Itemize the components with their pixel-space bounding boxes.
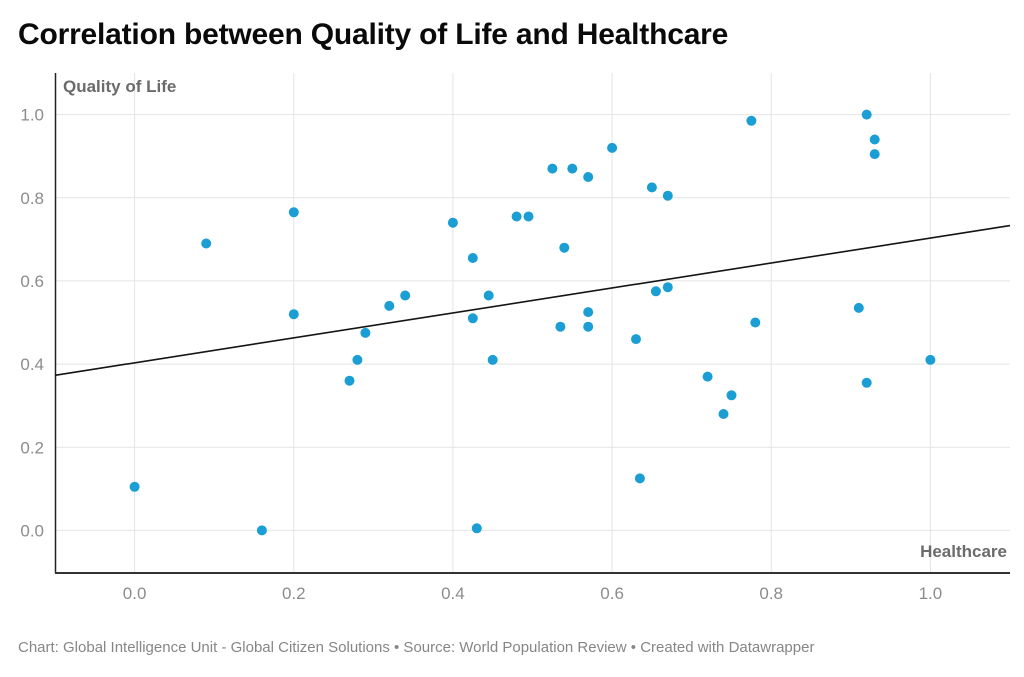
chart-title: Correlation between Quality of Life and … (18, 18, 729, 51)
y-tick-label: 1.0 (20, 106, 44, 125)
data-point[interactable] (471, 523, 482, 534)
data-point[interactable] (634, 473, 645, 484)
data-point[interactable] (583, 172, 594, 182)
data-point[interactable] (344, 375, 355, 386)
data-point[interactable] (467, 253, 478, 263)
data-point[interactable] (662, 282, 673, 293)
data-point[interactable] (547, 163, 558, 174)
x-axis-label: Healthcare (920, 542, 1007, 561)
data-point[interactable] (201, 238, 212, 249)
data-point[interactable] (607, 142, 618, 153)
data-point[interactable] (523, 211, 534, 222)
data-point[interactable] (487, 354, 498, 365)
data-point[interactable] (650, 286, 661, 297)
y-tick-label: 0.6 (20, 272, 44, 291)
data-point[interactable] (256, 525, 267, 536)
x-tick-label: 0.4 (441, 584, 465, 603)
data-point[interactable] (662, 190, 673, 201)
data-point[interactable] (702, 371, 713, 382)
x-tick-label: 0.2 (282, 584, 306, 603)
data-point[interactable] (861, 109, 872, 120)
data-point[interactable] (869, 149, 880, 160)
x-tick-label: 0.0 (123, 584, 147, 603)
data-point[interactable] (583, 321, 594, 332)
data-point[interactable] (750, 317, 761, 328)
data-point[interactable] (726, 390, 737, 401)
data-point[interactable] (384, 300, 395, 311)
y-tick-label: 0.2 (20, 438, 44, 457)
data-point[interactable] (288, 207, 299, 218)
data-point[interactable] (718, 409, 729, 419)
data-point[interactable] (559, 242, 570, 253)
data-point[interactable] (746, 115, 757, 126)
y-axis-label: Quality of Life (63, 77, 177, 96)
data-point[interactable] (352, 354, 363, 365)
data-point[interactable] (360, 327, 371, 338)
y-tick-label: 0.0 (20, 521, 44, 540)
x-tick-label: 1.0 (919, 584, 943, 603)
y-tick-label: 0.4 (20, 355, 44, 374)
data-point[interactable] (631, 334, 641, 345)
data-point[interactable] (483, 290, 494, 301)
data-point[interactable] (583, 307, 594, 318)
data-point[interactable] (869, 134, 880, 145)
data-point[interactable] (853, 302, 864, 313)
y-tick-label: 0.8 (20, 189, 44, 208)
trend-line (54, 224, 1011, 377)
data-point[interactable] (467, 313, 478, 324)
data-point[interactable] (925, 354, 936, 365)
data-point[interactable] (400, 290, 411, 301)
data-point[interactable] (567, 163, 578, 174)
data-point[interactable] (447, 217, 458, 228)
data-point[interactable] (646, 182, 657, 193)
chart-footer: Chart: Global Intelligence Unit - Global… (18, 639, 815, 656)
data-point[interactable] (511, 211, 522, 222)
data-point[interactable] (555, 321, 566, 332)
x-tick-label: 0.6 (600, 584, 624, 603)
data-point[interactable] (288, 309, 299, 320)
data-point[interactable] (129, 481, 140, 492)
scatter-plot: 0.0 0.2 0.4 0.6 0.8 1.0 0.0 0.2 0.4 0.6 0.8 1.0 (20, 73, 1011, 603)
x-tick-label: 0.8 (759, 584, 783, 603)
data-point[interactable] (861, 377, 872, 388)
